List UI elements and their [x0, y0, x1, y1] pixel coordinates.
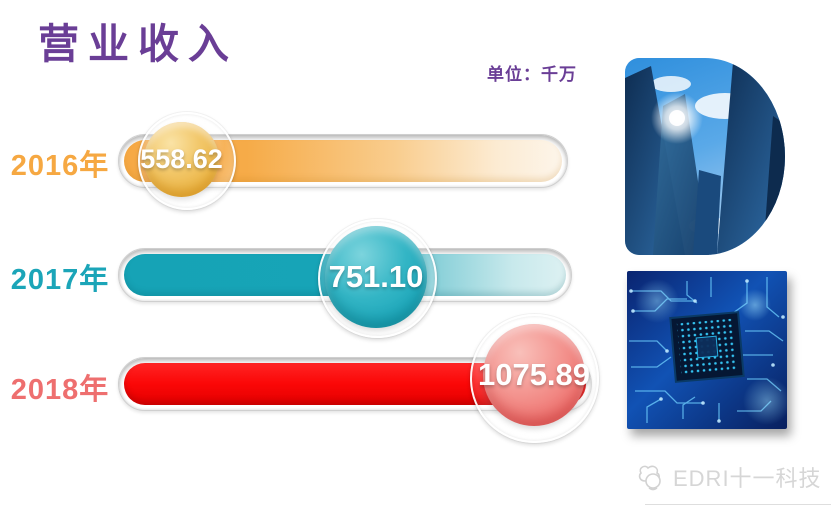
brand-watermark: EDRI十一科技	[636, 460, 822, 494]
category-label-2016: 2016年	[10, 150, 110, 182]
unit-label: 单位：千万	[487, 65, 577, 84]
circuit-board-photo	[627, 271, 787, 429]
brand-name: EDRI十一科技	[673, 466, 822, 491]
value-bubble-2016: 558.62	[140, 122, 223, 197]
brand-logo-icon	[638, 465, 661, 491]
category-label-2018: 2018年	[10, 374, 110, 406]
value-bubble-2017: 751.10	[325, 226, 427, 328]
category-label-2017: 2017年	[10, 264, 110, 296]
page-title: 营业收入	[38, 21, 238, 67]
city-photo	[625, 58, 785, 255]
value-bubble-2018: 1075.89	[478, 324, 590, 426]
footer-divider	[645, 504, 831, 505]
